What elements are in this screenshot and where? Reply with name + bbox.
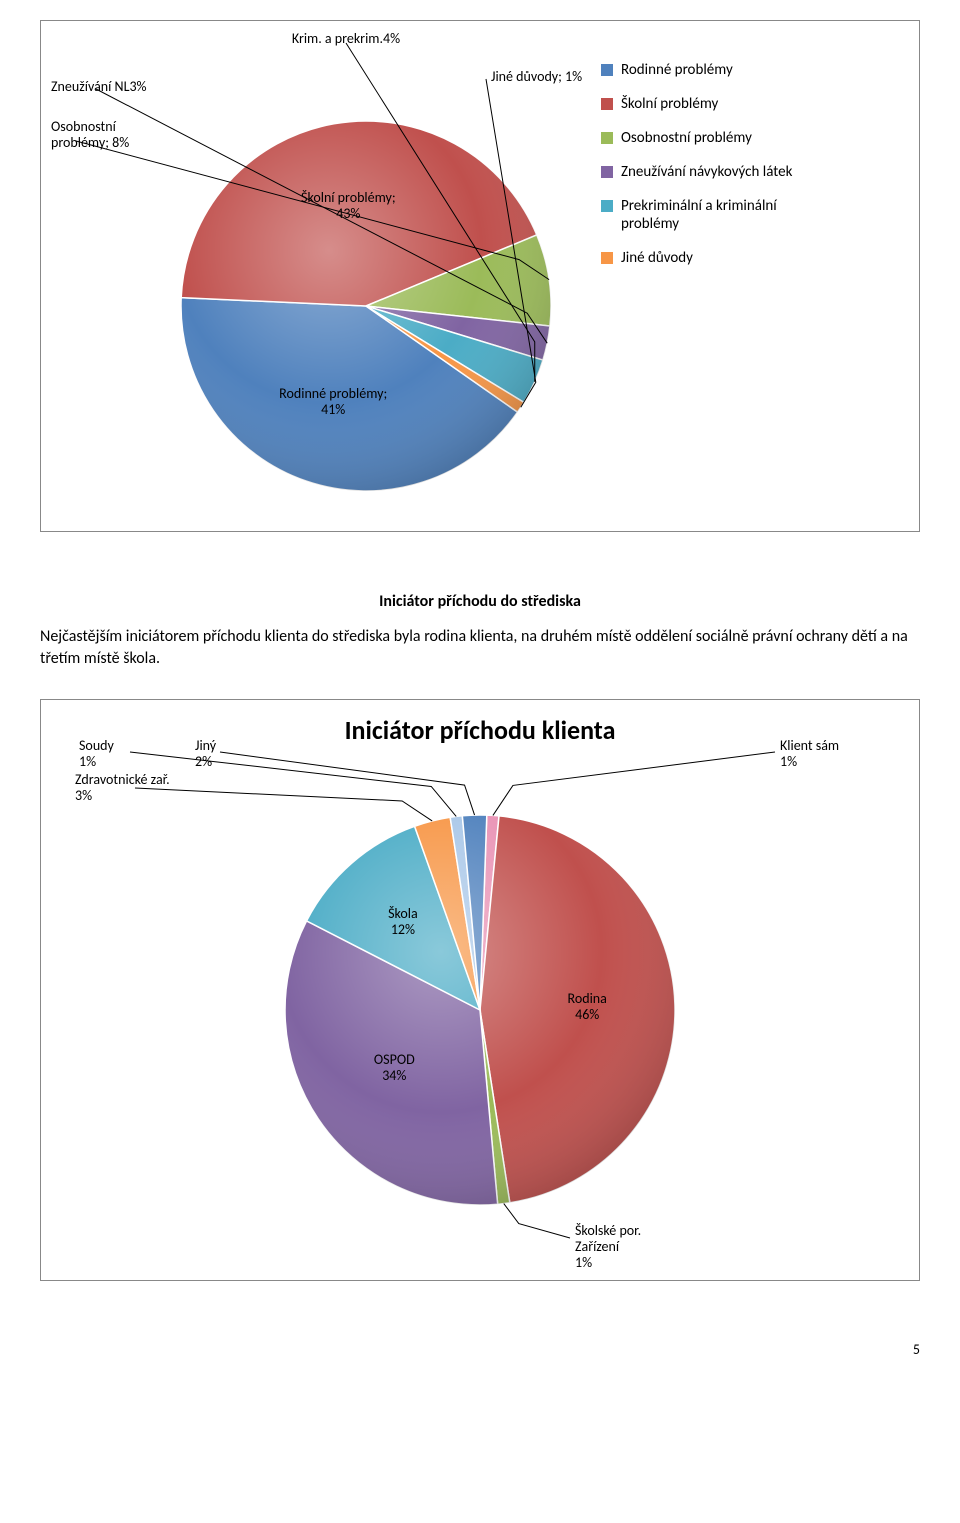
chart-inner-label: Školní problémy;43% — [301, 190, 396, 222]
legend-swatch — [601, 98, 613, 110]
chart-callout: Školské por.Zařízení1% — [575, 1223, 641, 1271]
legend-swatch — [601, 166, 613, 178]
chart-callout: Osobnostníproblémy; 8% — [51, 119, 129, 151]
legend-label: Rodinné problémy — [621, 61, 733, 79]
legend-label: Prekriminální a kriminální problémy — [621, 197, 831, 233]
section-heading: Iniciátor příchodu do střediska — [40, 592, 920, 611]
legend-item: Školní problémy — [601, 95, 831, 113]
legend-label: Zneužívání návykových látek — [621, 163, 792, 181]
legend-swatch — [601, 132, 613, 144]
chart2-frame: Iniciátor příchodu klienta Rodina46% OSPOD… — [40, 699, 920, 1281]
legend-item: Prekriminální a kriminální problémy — [601, 197, 831, 233]
legend-item: Jiné důvody — [601, 249, 831, 267]
section-paragraph: Nejčastějším iniciátorem příchodu klient… — [40, 626, 920, 669]
legend-swatch — [601, 252, 613, 264]
chart1-legend: Rodinné problémy Školní problémy Osobnostn… — [601, 61, 831, 283]
chart1-frame: Rodinné problémy;41% Školní problémy;43% O… — [40, 20, 920, 532]
chart-inner-label: Škola12% — [388, 906, 418, 938]
legend-item: Osobnostní problémy — [601, 129, 831, 147]
chart-callout: Soudy1% — [79, 738, 114, 770]
chart-callout: Zneužívání NL3% — [51, 79, 147, 95]
chart2-pie: Iniciátor příchodu klienta Rodina46% OSPOD… — [75, 710, 885, 1255]
legend-swatch — [601, 200, 613, 212]
page-number: 5 — [40, 1341, 920, 1358]
legend-label: Osobnostní problémy — [621, 129, 752, 147]
legend-label: Jiné důvody — [621, 249, 693, 267]
chart-callout: Krim. a prekrim.4% — [292, 31, 400, 47]
chart-callout: Jiný2% — [195, 738, 216, 770]
chart-callout: Zdravotnické zař.3% — [75, 772, 170, 804]
chart2-title: Iniciátor příchodu klienta — [345, 714, 616, 746]
chart-inner-label: Rodinné problémy;41% — [279, 386, 387, 418]
chart-inner-label: Rodina46% — [568, 991, 607, 1023]
chart-callout: Klient sám1% — [780, 738, 839, 770]
legend-label: Školní problémy — [621, 95, 718, 113]
legend-item: Zneužívání návykových látek — [601, 163, 831, 181]
chart-inner-label: OSPOD34% — [374, 1052, 415, 1084]
chart1-pie: Rodinné problémy;41% Školní problémy;43% O… — [51, 31, 561, 501]
legend-item: Rodinné problémy — [601, 61, 831, 79]
legend-swatch — [601, 64, 613, 76]
chart-callout: Jiné důvody; 1% — [491, 69, 582, 85]
